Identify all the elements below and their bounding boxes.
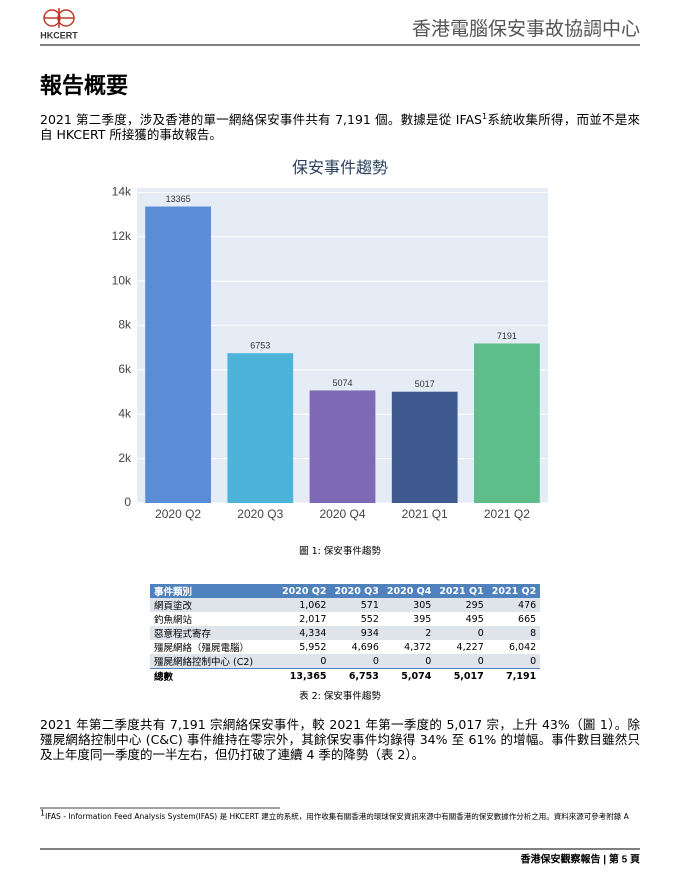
table-cell: 0 bbox=[382, 654, 436, 669]
table-cell: 網頁塗改 bbox=[150, 598, 278, 612]
logo-text: HKCERT bbox=[40, 30, 78, 40]
bar bbox=[309, 390, 376, 503]
footnote-text: IFAS - Information Feed Analysis System(… bbox=[45, 812, 629, 821]
table-cell: 1,062 bbox=[278, 598, 331, 612]
footnote-marker: 1 bbox=[40, 808, 46, 818]
table-caption: 表 2: 保安事件趨勢 bbox=[299, 691, 381, 702]
table-cell: 934 bbox=[330, 626, 383, 640]
text: 系統收集所得，而並不是來自 HKCERT 所接獲的事故報告。 bbox=[40, 112, 640, 142]
footer: 香港保安觀察報告 | 第 5 頁 bbox=[521, 853, 640, 866]
table-cell: 4,227 bbox=[456, 641, 484, 653]
header-cell: 2020 Q3 bbox=[330, 584, 383, 598]
logo bbox=[43, 8, 75, 28]
bar bbox=[474, 343, 540, 503]
table-cell: 4,696 bbox=[351, 641, 379, 653]
table-cell: 6,042 bbox=[508, 641, 537, 653]
table-cell: 4,334 bbox=[278, 626, 331, 640]
table-cell: 476 bbox=[487, 598, 541, 612]
footnote-ref: 1 bbox=[481, 111, 488, 121]
table-cell: 殭屍網絡（殭屍電腦） bbox=[154, 643, 250, 654]
figure-caption: 圖 1: 保安事件趨勢 bbox=[299, 546, 381, 557]
bar-value-label: 7191 bbox=[497, 331, 517, 341]
paragraph: 2021 第二季度，涉及香港的單一網絡保安事件共有 7,191 個。數據是從 I… bbox=[40, 112, 640, 142]
x-tick-label: 2021 Q2 bbox=[484, 507, 530, 521]
data-table: 事件類別 2020 Q2 2020 Q3 2020 Q4 2021 Q1 2021 Q2 網… bbox=[150, 584, 541, 683]
table-cell: 0 bbox=[435, 626, 488, 640]
y-tick-label: 14k bbox=[112, 185, 132, 199]
table-cell: 0 bbox=[278, 654, 331, 669]
table-row: 總數 13,365 6,753 5,074 5,017 7,191 bbox=[150, 668, 541, 683]
bar-value-label: 5074 bbox=[332, 378, 352, 388]
table-cell: 0 bbox=[487, 654, 541, 669]
heading: 報告概要 bbox=[40, 74, 129, 99]
table-cell: 8 bbox=[487, 626, 541, 640]
table-cell: 釣魚網站 bbox=[154, 615, 193, 626]
table-cell: 總數 bbox=[150, 668, 278, 683]
bar-value-label: 6753 bbox=[250, 341, 270, 351]
y-tick-label: 4k bbox=[118, 406, 132, 420]
bar bbox=[391, 391, 458, 503]
table-row: 殭屍網絡控制中心 (C2) 0 0 0 0 0 bbox=[150, 654, 541, 669]
header-title: 香港電腦保安事故協調中心 bbox=[412, 18, 640, 40]
table-cell: 552 bbox=[360, 613, 379, 625]
header-cell: 2020 Q4 bbox=[382, 584, 436, 598]
y-tick-label: 0 bbox=[124, 495, 131, 509]
header-row: 事件類別 2020 Q2 2020 Q3 2020 Q4 2021 Q1 2021 Q2 bbox=[150, 584, 541, 598]
table-cell: 7,191 bbox=[487, 668, 541, 683]
x-tick-label: 2020 Q4 bbox=[319, 507, 365, 521]
table-cell: 5,952 bbox=[299, 641, 327, 653]
bar-value-label: 13365 bbox=[166, 194, 191, 204]
header-cell: 2021 Q1 bbox=[435, 584, 488, 598]
chart-title: 保安事件趨勢 bbox=[292, 159, 388, 177]
table-cell: 13,365 bbox=[278, 668, 331, 683]
table-cell: 惡意程式寄存 bbox=[150, 626, 278, 640]
table-cell: 5,017 bbox=[435, 668, 488, 683]
table-cell: 4,372 bbox=[404, 641, 432, 653]
header-cell: 事件類別 bbox=[150, 584, 278, 598]
bar bbox=[227, 353, 294, 503]
table-cell: 殭屍網絡控制中心 (C2) bbox=[150, 654, 278, 669]
table-cell: 6,753 bbox=[330, 668, 383, 683]
paragraph: 2021 年第二季度共有 7,191 宗網絡保安事件，較 2021 年第一季度的… bbox=[40, 717, 640, 762]
table-cell: 2 bbox=[382, 626, 436, 640]
x-tick-label: 2020 Q2 bbox=[155, 507, 201, 521]
bar bbox=[145, 206, 211, 503]
y-tick-label: 8k bbox=[118, 318, 132, 332]
table-cell: 0 bbox=[435, 654, 488, 669]
table-cell: 395 bbox=[413, 613, 432, 625]
header-cell: 2021 Q2 bbox=[487, 584, 541, 598]
footnote: 1IFAS - Information Feed Analysis System… bbox=[40, 808, 640, 822]
table-cell: 665 bbox=[518, 613, 537, 625]
table-cell: 495 bbox=[465, 613, 484, 625]
table-cell: 2,017 bbox=[299, 613, 327, 625]
header-cell: 2020 Q2 bbox=[278, 584, 331, 598]
y-tick-label: 6k bbox=[118, 362, 132, 376]
bar-value-label: 5017 bbox=[415, 379, 435, 389]
table-row: 釣魚網站 2,017 552 395 495 665 bbox=[150, 612, 540, 627]
y-tick-label: 2k bbox=[118, 451, 132, 465]
table-cell: 295 bbox=[435, 598, 488, 612]
table-cell: 0 bbox=[330, 654, 383, 669]
table-cell: 305 bbox=[382, 598, 436, 612]
table-row: 網頁塗改 1,062 571 305 295 476 bbox=[150, 598, 541, 612]
table-row: 惡意程式寄存 4,334 934 2 0 8 bbox=[150, 626, 541, 640]
table-cell: 5,074 bbox=[382, 668, 436, 683]
x-tick-label: 2021 Q1 bbox=[402, 507, 448, 521]
table-row: 殭屍網絡（殭屍電腦） 5,952 4,696 4,372 4,227 6,042 bbox=[150, 640, 540, 655]
text: 2021 第二季度，涉及香港的單一網絡保安事件共有 7,191 個。數據是從 I… bbox=[40, 112, 482, 127]
y-tick-label: 10k bbox=[112, 273, 132, 287]
y-tick-label: 12k bbox=[112, 229, 132, 243]
table-cell: 571 bbox=[330, 598, 383, 612]
x-tick-label: 2020 Q3 bbox=[237, 507, 283, 521]
